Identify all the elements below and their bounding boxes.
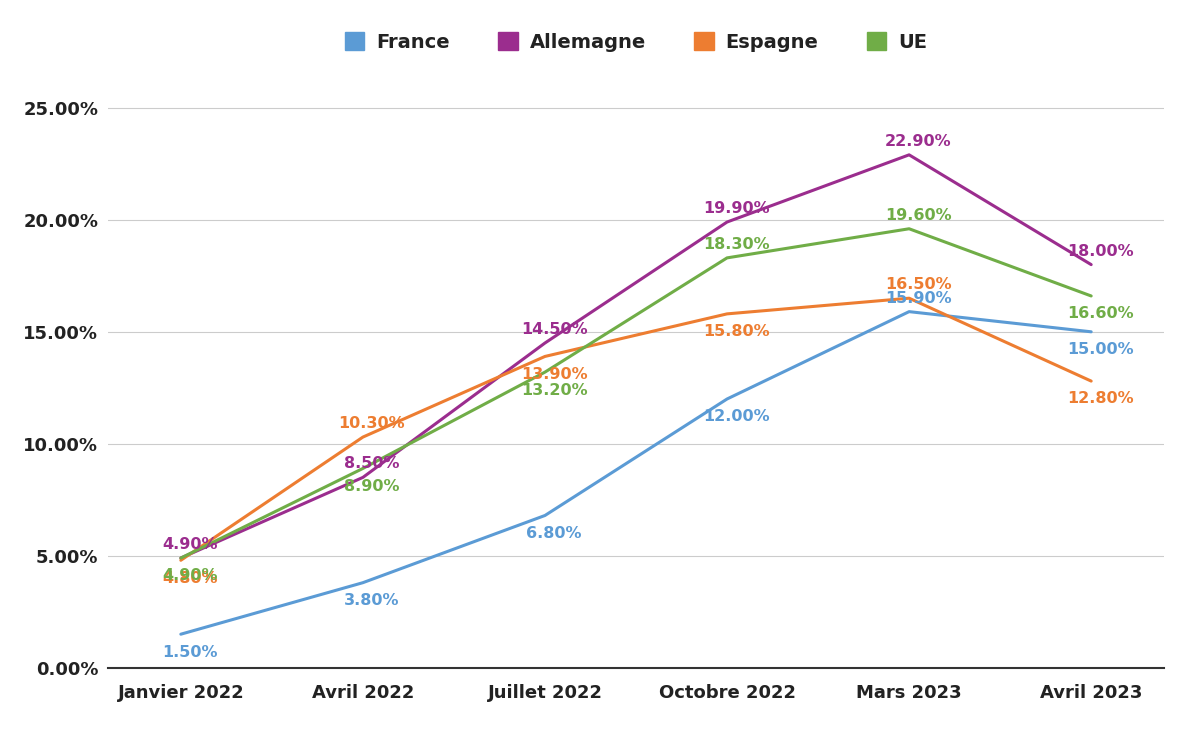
Espagne [902,294,917,303]
France [174,630,188,639]
Text: 1.50%: 1.50% [162,645,217,660]
France [538,511,552,520]
UE [538,368,552,377]
Allemagne [902,151,917,160]
Line: Espagne: Espagne [181,298,1091,560]
France [902,307,917,316]
Text: 12.00%: 12.00% [703,410,769,424]
Text: 13.20%: 13.20% [521,383,587,398]
France [355,578,370,587]
Espagne [1084,377,1098,386]
UE [174,554,188,562]
Text: 4.90%: 4.90% [162,537,217,552]
Line: France: France [181,312,1091,634]
UE [355,464,370,473]
UE [902,224,917,233]
Text: 12.80%: 12.80% [1067,392,1134,407]
UE [720,254,734,263]
Text: 16.60%: 16.60% [1067,306,1134,321]
Espagne [174,556,188,565]
Text: 15.80%: 15.80% [703,324,769,339]
Espagne [538,352,552,361]
Text: 22.90%: 22.90% [884,134,952,149]
Text: 3.80%: 3.80% [344,593,400,608]
Text: 15.00%: 15.00% [1067,342,1134,357]
Text: 14.50%: 14.50% [521,322,587,337]
Allemagne [720,217,734,226]
Text: 18.00%: 18.00% [1067,243,1134,259]
Text: 18.30%: 18.30% [703,237,769,252]
Text: 10.30%: 10.30% [338,416,406,431]
Espagne [720,309,734,318]
Espagne [355,433,370,441]
Allemagne [538,338,552,347]
Text: 19.90%: 19.90% [703,201,769,216]
Text: 19.60%: 19.60% [884,208,952,223]
Line: UE: UE [181,229,1091,558]
Text: 4.90%: 4.90% [162,568,217,583]
Allemagne [174,554,188,562]
Text: 8.90%: 8.90% [344,479,400,494]
France [720,395,734,404]
Allemagne [355,473,370,482]
Text: 13.90%: 13.90% [521,367,587,382]
Text: 8.50%: 8.50% [344,456,400,471]
Text: 6.80%: 6.80% [527,526,582,541]
UE [1084,292,1098,301]
Allemagne [1084,260,1098,269]
Legend: France, Allemagne, Espagne, UE: France, Allemagne, Espagne, UE [337,24,935,59]
Text: 4.80%: 4.80% [162,571,217,585]
France [1084,327,1098,336]
Line: Allemagne: Allemagne [181,155,1091,558]
Text: 15.90%: 15.90% [884,291,952,306]
Text: 16.50%: 16.50% [884,278,952,292]
